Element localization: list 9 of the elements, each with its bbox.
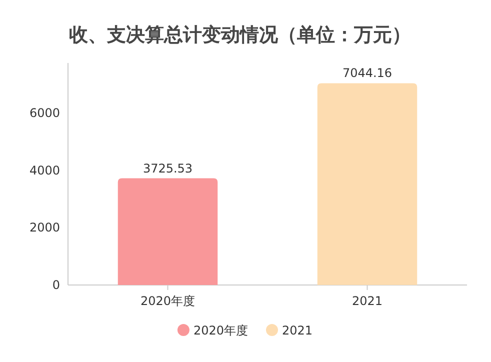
y-tick-label: 6000 xyxy=(29,106,60,120)
y-tick-label: 0 xyxy=(52,278,60,292)
legend-label: 2021 xyxy=(282,324,313,338)
data-label: 7044.16 xyxy=(342,66,392,80)
data-label: 3725.53 xyxy=(142,161,193,176)
y-tick-label: 2000 xyxy=(29,220,60,235)
legend-label: 2020年度 xyxy=(193,324,248,338)
y-tick-label: 4000 xyxy=(29,163,60,178)
chart-title: 收、支决算总计变动情况（单位：万元） xyxy=(69,24,411,46)
